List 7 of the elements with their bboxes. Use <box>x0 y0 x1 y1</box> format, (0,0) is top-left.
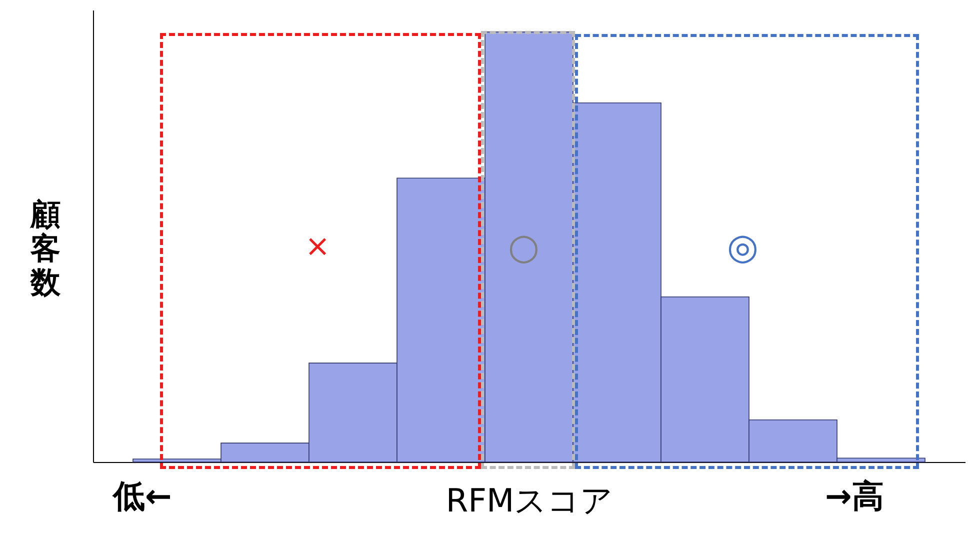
x-axis-title: RFMスコア <box>446 482 614 520</box>
annotation: × <box>305 229 330 264</box>
text: 低← <box>113 477 172 515</box>
annotation: ◎ <box>727 227 758 268</box>
annotation: ○ <box>508 227 540 268</box>
y-axis-title: 顧客数 <box>30 198 62 300</box>
text: →高 <box>825 477 884 515</box>
